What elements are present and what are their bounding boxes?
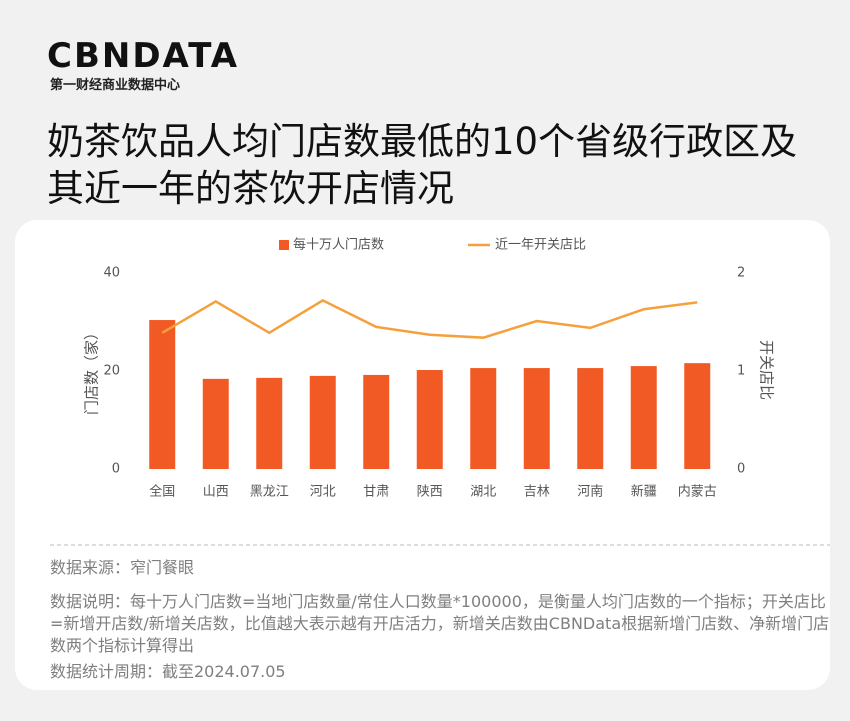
title: 奶茶饮品人均门店数最低的10个省级行政区及其近一年的茶饮开店情况 [47, 120, 798, 210]
x-tick-label: 河北 [310, 485, 336, 500]
y-axis-label: 门店数（家） [83, 325, 101, 415]
y-tick-label: 20 [103, 364, 120, 379]
bar [630, 366, 657, 469]
x-tick-label: 湖北 [470, 485, 496, 500]
x-tick-label: 山西 [203, 485, 229, 500]
y2-tick-label: 0 [737, 462, 745, 477]
bar [523, 368, 550, 469]
logo: CBNDATA [47, 36, 240, 76]
bar [577, 368, 604, 469]
bar [416, 370, 443, 469]
bar [363, 374, 390, 469]
x-tick-label: 甘肃 [363, 485, 389, 500]
description-note: 数据说明：每十万人门店数=当地门店数量/常住人口数量*100000，是衡量人均门… [50, 592, 830, 655]
bar [470, 368, 497, 469]
bar [149, 320, 176, 469]
legend-label: 近一年开关店比 [495, 238, 586, 253]
y-tick-label: 0 [112, 462, 120, 477]
x-tick-label: 新疆 [631, 484, 657, 500]
bar [684, 363, 711, 469]
period-note: 数据统计周期：截至2024.07.05 [50, 662, 286, 681]
legend-label: 每十万人门店数 [293, 237, 384, 253]
legend-swatch [279, 240, 289, 250]
x-tick-label: 陕西 [417, 485, 443, 500]
x-tick-label: 河南 [577, 484, 603, 500]
y-tick-label: 40 [103, 266, 120, 281]
x-tick-label: 吉林 [524, 485, 550, 500]
y2-tick-label: 2 [737, 266, 745, 281]
bar [256, 377, 283, 469]
x-tick-label: 内蒙古 [678, 484, 717, 500]
source-note: 数据来源：窄门餐眼 [50, 558, 195, 577]
bar [309, 375, 336, 469]
x-tick-label: 黑龙江 [250, 485, 289, 500]
y2-axis-label: 开关店比 [758, 340, 776, 400]
x-tick-label: 全国 [149, 484, 175, 500]
y2-tick-label: 1 [737, 364, 745, 379]
bar [202, 378, 229, 469]
line [161, 299, 698, 339]
logo-subtitle: 第一财经商业数据中心 [50, 78, 181, 93]
